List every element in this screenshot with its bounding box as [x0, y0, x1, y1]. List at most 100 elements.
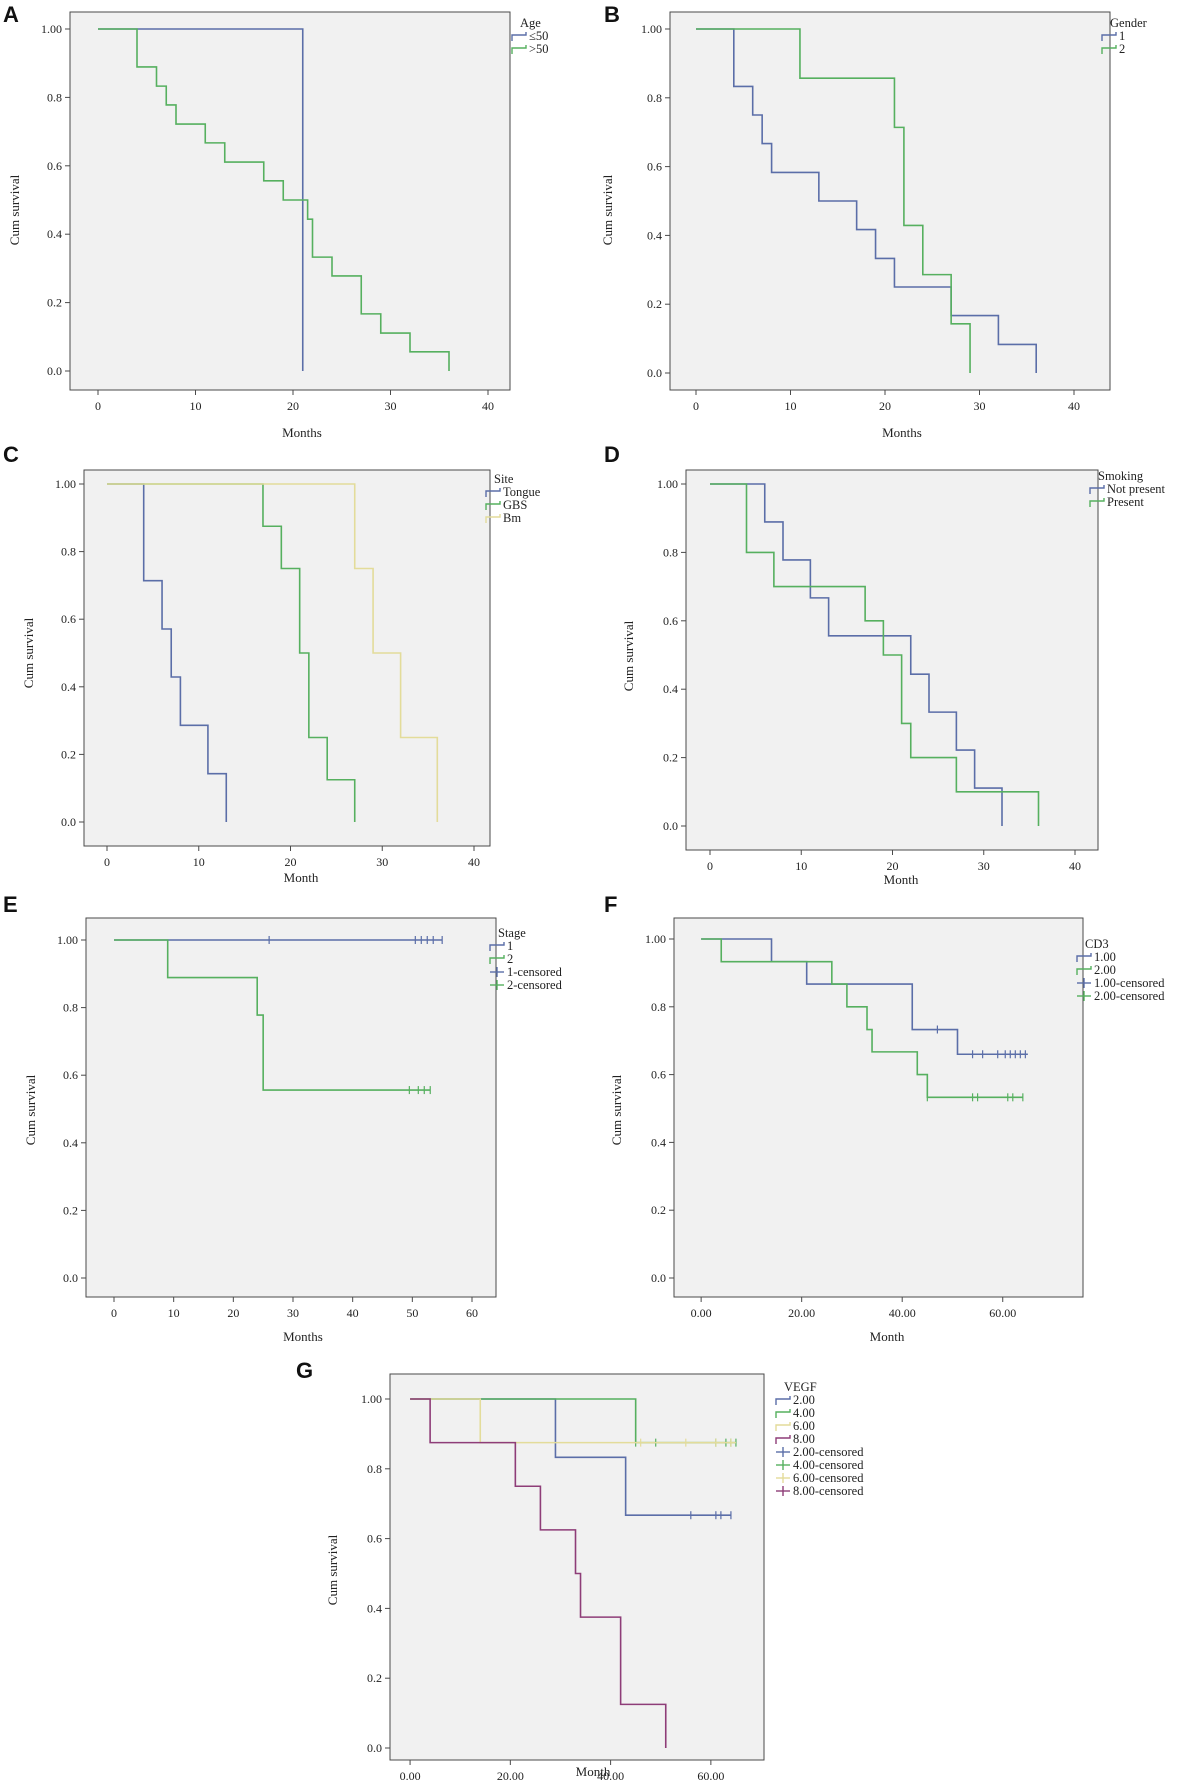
y-tick-label: 0.0 — [651, 1271, 666, 1285]
y-tick-label: 0.0 — [47, 364, 62, 378]
legend-title: Gender — [1110, 16, 1148, 30]
legend: Age≤50>50 — [511, 16, 549, 56]
y-tick-label: 0.8 — [63, 1001, 78, 1015]
legend-entry: 8.00 — [793, 1432, 815, 1446]
y-tick-label: 0.8 — [367, 1462, 382, 1476]
y-axis-title: Cum survival — [325, 1534, 340, 1605]
y-tick-label: 0.4 — [367, 1601, 382, 1615]
legend-swatch — [775, 1396, 791, 1405]
y-tick-label: 0.2 — [47, 296, 62, 310]
x-tick-label: 30 — [376, 855, 388, 869]
x-tick-label: 40 — [468, 855, 480, 869]
plot-area — [83, 469, 491, 847]
x-tick-label: 10 — [190, 399, 202, 413]
x-tick-label: 20 — [227, 1306, 239, 1320]
y-tick-label: 0.6 — [647, 160, 662, 174]
legend-entry: Present — [1107, 495, 1144, 509]
x-axis-title: Month — [884, 872, 919, 887]
survival-curve — [710, 483, 1003, 826]
x-tick-label: 40 — [1069, 859, 1081, 873]
y-tick-label: 0.2 — [367, 1671, 382, 1685]
km-panel-e: E 0.0 0.2 0.4 0.6 0.8 1.00 0 10 20 30 40 50 60 Months C… — [3, 892, 563, 1344]
legend-title: CD3 — [1085, 937, 1109, 951]
survival-curve — [696, 28, 1037, 373]
y-tick-label: 0.8 — [61, 545, 76, 559]
y-tick-label: 1.00 — [55, 477, 76, 491]
x-tick-label: 40.00 — [889, 1306, 916, 1320]
x-axis-title: Month — [576, 1764, 611, 1779]
plot-area — [669, 11, 1111, 391]
y-axis-title: Cum survival — [600, 174, 615, 245]
x-axis-title: Month — [870, 1329, 905, 1344]
y-axis-title: Cum survival — [621, 620, 636, 691]
legend-entry: 2.00-censored — [1094, 989, 1165, 1003]
x-tick-label: 20.00 — [497, 1769, 524, 1780]
x-tick-label: 10 — [785, 399, 797, 413]
x-tick-label: 30 — [287, 1306, 299, 1320]
x-tick-label: 20 — [887, 859, 899, 873]
legend-swatch — [1076, 966, 1092, 975]
survival-curve — [701, 938, 1023, 1099]
x-tick-label: 0 — [111, 1306, 117, 1320]
y-tick-label: 0.8 — [663, 545, 678, 559]
x-tick-label: 30 — [978, 859, 990, 873]
legend-swatch — [775, 1422, 791, 1431]
panel-letter: C — [3, 442, 19, 467]
y-tick-label: 1.00 — [361, 1392, 382, 1406]
y-tick-label: 0.0 — [61, 815, 76, 829]
x-tick-label: 0.00 — [400, 1769, 421, 1780]
y-axis-title: Cum survival — [7, 174, 22, 245]
legend-swatch — [485, 501, 501, 510]
x-tick-label: 10 — [193, 855, 205, 869]
y-tick-label: 1.00 — [57, 933, 78, 947]
legend-entry: 1 — [1119, 29, 1125, 43]
plot-area — [69, 11, 511, 391]
y-tick-label: 0.0 — [647, 366, 662, 380]
survival-curve — [114, 939, 431, 1091]
legend-entry: 1 — [507, 939, 513, 953]
legend-swatch — [489, 942, 505, 951]
x-tick-label: 20 — [879, 399, 891, 413]
x-tick-label: 40 — [347, 1306, 359, 1320]
y-tick-label: 1.00 — [645, 932, 666, 946]
legend-entry: 1.00 — [1094, 950, 1116, 964]
y-tick-label: 0.6 — [651, 1068, 666, 1082]
x-tick-label: 0 — [104, 855, 110, 869]
y-tick-label: 0.0 — [367, 1741, 382, 1755]
y-tick-label: 0.6 — [663, 614, 678, 628]
y-tick-label: 0.6 — [63, 1068, 78, 1082]
x-tick-label: 40 — [482, 399, 494, 413]
legend-entry: 2 — [1119, 42, 1125, 56]
legend-title: Smoking — [1098, 469, 1144, 483]
legend-swatch — [485, 488, 501, 497]
y-tick-label: 0.4 — [47, 227, 62, 241]
plot-area — [85, 917, 497, 1298]
x-axis-title: Month — [284, 870, 319, 885]
km-panel-a: A 0.0 0.2 0.4 0.6 0.8 1.00 0 10 20 30 40 Months Cum s… — [3, 2, 549, 440]
y-tick-label: 0.2 — [651, 1203, 666, 1217]
legend-entry: 6.00 — [793, 1419, 815, 1433]
x-tick-label: 40 — [1068, 399, 1080, 413]
x-axis-title: Months — [882, 425, 922, 440]
x-tick-label: 60.00 — [697, 1769, 724, 1780]
survival-curve — [98, 28, 304, 371]
panel-letter: E — [3, 892, 18, 917]
legend-entry: 2.00-censored — [793, 1445, 864, 1459]
x-tick-label: 0 — [707, 859, 713, 873]
survival-curve — [701, 938, 1028, 1056]
legend-title: Age — [520, 16, 541, 30]
x-tick-label: 60.00 — [989, 1306, 1016, 1320]
legend-swatch — [489, 955, 505, 964]
y-tick-label: 0.6 — [47, 159, 62, 173]
x-tick-label: 30 — [385, 399, 397, 413]
legend-title: Site — [494, 472, 514, 486]
y-axis-title: Cum survival — [609, 1074, 624, 1145]
legend-entry: 4.00 — [793, 1406, 815, 1420]
panel-letter: F — [604, 892, 617, 917]
x-tick-label: 40.00 — [597, 1769, 624, 1780]
legend-swatch — [1089, 485, 1105, 494]
plot-area — [673, 917, 1084, 1298]
